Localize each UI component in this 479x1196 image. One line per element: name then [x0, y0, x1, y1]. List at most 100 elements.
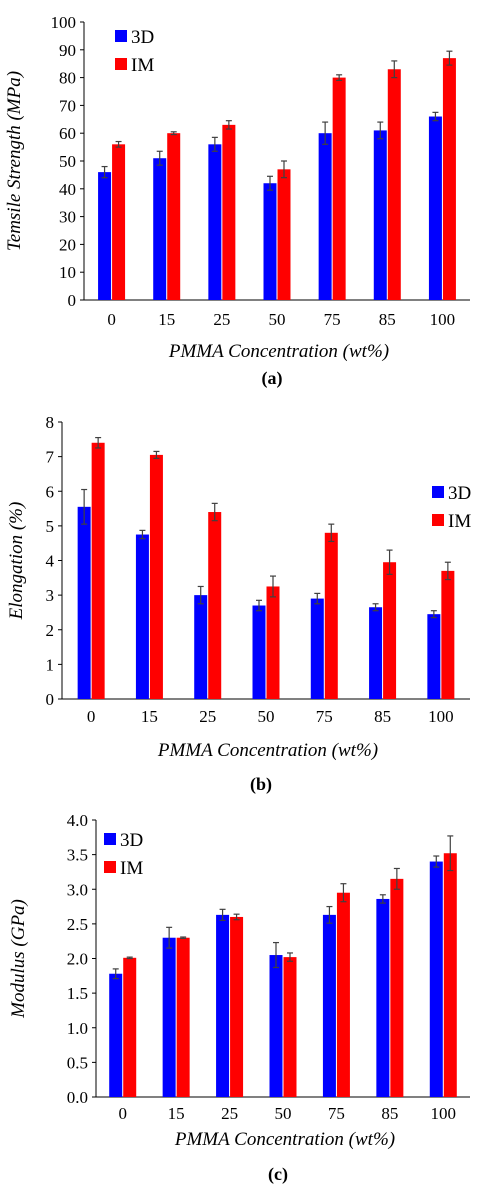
y-tick-label: 60: [59, 124, 76, 143]
error-bar-im-100: [447, 835, 454, 872]
error-bar-im-25: [211, 502, 218, 522]
legend: 3D IM: [104, 830, 143, 879]
error-bar-im-15: [170, 131, 177, 136]
legend: 3D IM: [115, 27, 154, 76]
legend-label-3d: 3D: [120, 830, 143, 851]
panel-label: (c): [268, 1164, 288, 1185]
error-bar-3d-75: [322, 121, 329, 145]
bar-3d-75: [322, 914, 336, 1097]
x-tick-label: 25: [199, 707, 216, 726]
legend-label-im: IM: [448, 511, 471, 532]
y-tick-label: 0: [46, 690, 55, 709]
error-bar-3d-100: [432, 111, 439, 122]
error-bar-im-25: [225, 120, 232, 130]
error-bar-im-15: [153, 450, 160, 459]
bar-3d-100: [428, 116, 442, 301]
bar-im-50: [277, 169, 291, 300]
bar-im-0: [91, 442, 105, 699]
bar-3d-100: [429, 861, 443, 1097]
bar-3d-50: [269, 955, 283, 1097]
error-bar-3d-15: [156, 150, 163, 166]
error-bar-im-85: [391, 60, 398, 79]
y-tick-label: 20: [59, 235, 76, 254]
bar-im-100: [443, 853, 457, 1097]
bar-im-0: [123, 957, 137, 1097]
x-tick-label: 25: [221, 1104, 238, 1123]
error-bar-im-100: [446, 50, 453, 66]
y-tick-label: 1: [46, 655, 55, 674]
panel-label: (a): [262, 368, 283, 389]
error-bar-im-0: [126, 956, 133, 960]
panel-label: (b): [250, 774, 272, 795]
bar-im-75: [324, 532, 338, 699]
y-tick-label: 0.5: [67, 1053, 88, 1072]
bar-3d-50: [252, 605, 266, 699]
error-bar-3d-85: [379, 894, 386, 904]
error-bar-3d-100: [433, 855, 440, 868]
x-tick-label: 50: [269, 310, 286, 329]
y-tick-label: 2.5: [67, 915, 88, 934]
y-tick-label: 80: [59, 69, 76, 88]
x-tick-label: 75: [316, 707, 333, 726]
error-bar-im-100: [444, 561, 451, 581]
error-bar-3d-85: [377, 121, 384, 140]
bar-im-15: [167, 133, 181, 300]
legend-swatch-3d: [115, 30, 127, 42]
x-tick-label: 85: [379, 310, 396, 329]
x-tick-label: 50: [258, 707, 275, 726]
error-bar-im-75: [328, 523, 335, 543]
bar-3d-25: [208, 144, 222, 300]
y-tick-label: 0.0: [67, 1088, 88, 1107]
error-bar-3d-0: [101, 165, 108, 179]
error-bar-im-85: [386, 549, 393, 575]
error-bar-3d-15: [166, 926, 173, 949]
y-tick-label: 7: [46, 448, 55, 467]
bar-3d-25: [194, 595, 208, 699]
x-axis-title: PMMA Concentration (wt%): [157, 740, 378, 761]
x-tick-label: 15: [141, 707, 158, 726]
legend-label-im: IM: [120, 858, 143, 879]
legend-swatch-im: [432, 514, 444, 526]
bar-3d-100: [427, 614, 441, 699]
error-bar-im-15: [180, 936, 187, 940]
y-tick-label: 70: [59, 96, 76, 115]
y-tick-label: 1.5: [67, 984, 88, 1003]
error-bar-3d-25: [219, 908, 226, 922]
legend-label-3d: 3D: [131, 27, 154, 48]
error-bar-3d-85: [372, 603, 379, 612]
y-tick-label: 30: [59, 208, 76, 227]
bar-im-85: [387, 69, 401, 300]
x-tick-label: 0: [87, 707, 96, 726]
bar-3d-0: [109, 973, 123, 1097]
x-axis-title: PMMA Concentration (wt%): [174, 1129, 395, 1150]
error-bar-3d-15: [139, 529, 146, 540]
y-tick-label: 100: [51, 13, 77, 32]
bar-im-50: [283, 957, 297, 1097]
error-bar-3d-0: [112, 968, 119, 980]
bar-im-75: [336, 892, 350, 1097]
x-tick-label: 100: [430, 310, 456, 329]
error-bar-im-85: [393, 867, 400, 890]
x-tick-label: 85: [374, 707, 391, 726]
y-tick-label: 40: [59, 180, 76, 199]
y-tick-label: 3.5: [67, 846, 88, 865]
x-tick-label: 75: [324, 310, 341, 329]
legend-swatch-3d: [432, 486, 444, 498]
bar-im-100: [442, 58, 456, 300]
x-tick-label: 0: [107, 310, 116, 329]
bar-im-85: [383, 562, 397, 699]
error-bar-im-0: [115, 140, 122, 148]
y-tick-label: 3: [46, 586, 55, 605]
error-bar-im-75: [336, 74, 343, 81]
x-tick-label: 75: [328, 1104, 345, 1123]
x-tick-label: 85: [381, 1104, 398, 1123]
bar-im-25: [208, 512, 222, 699]
bar-im-25: [230, 916, 244, 1097]
bar-im-50: [266, 586, 280, 699]
tensile-strength-chart: 0 10 20 30 40 50 60 70 80 90 100 0 15 25 50 75 85 100 PMMA…: [4, 13, 470, 389]
x-tick-label: 100: [428, 707, 454, 726]
bar-3d-15: [135, 534, 149, 699]
legend-label-im: IM: [131, 55, 154, 76]
y-tick-label: 5: [46, 517, 55, 536]
y-tick-label: 1.0: [67, 1019, 88, 1038]
